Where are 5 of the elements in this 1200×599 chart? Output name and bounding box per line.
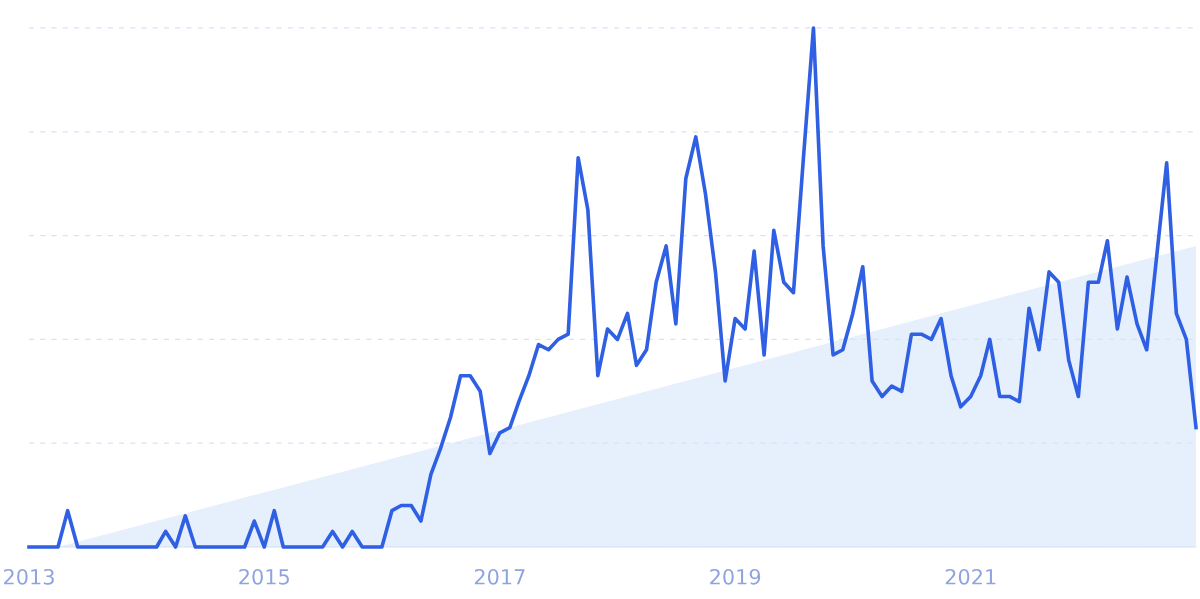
- x-tick-label: 2015: [239, 568, 289, 585]
- x-tick-label: 2013: [4, 568, 54, 585]
- x-tick-label: 2019: [710, 568, 761, 585]
- x-tick-label: 2017: [474, 568, 525, 585]
- x-tick-label: 2021: [945, 568, 996, 585]
